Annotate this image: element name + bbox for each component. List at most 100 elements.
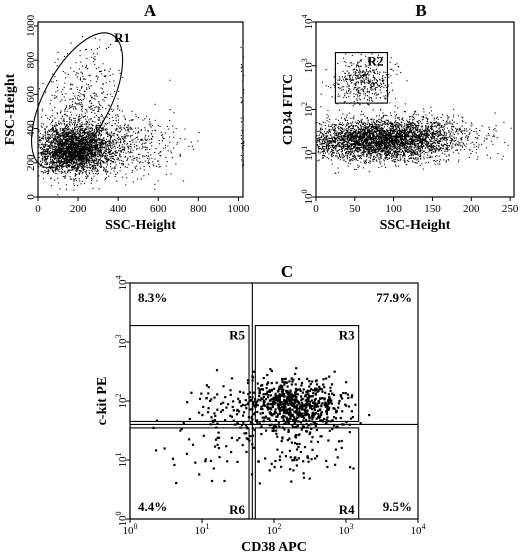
data-point xyxy=(55,170,57,172)
data-point xyxy=(240,102,242,104)
data-point xyxy=(59,100,61,102)
data-point xyxy=(346,123,348,125)
data-point xyxy=(71,169,73,171)
data-point xyxy=(71,141,73,143)
data-point xyxy=(57,182,59,184)
data-point xyxy=(104,156,106,158)
data-point xyxy=(69,178,71,180)
data-point xyxy=(71,167,73,169)
data-point xyxy=(98,142,100,144)
data-point xyxy=(47,149,49,151)
data-point xyxy=(99,71,101,73)
data-point xyxy=(240,117,242,119)
data-point xyxy=(109,150,111,152)
data-point xyxy=(128,148,130,150)
data-point xyxy=(53,97,55,99)
data-point xyxy=(110,137,112,139)
data-point xyxy=(108,70,110,72)
data-point xyxy=(117,157,119,159)
data-point xyxy=(80,128,82,130)
data-point xyxy=(49,165,51,167)
data-point xyxy=(90,133,92,135)
x-axis-label: SSC-Height xyxy=(105,218,176,233)
data-point xyxy=(64,113,66,115)
data-point xyxy=(85,161,87,163)
data-point xyxy=(66,151,68,153)
data-point xyxy=(42,154,44,156)
data-point xyxy=(394,152,396,154)
data-point xyxy=(67,129,69,131)
data-point xyxy=(96,114,98,116)
data-point xyxy=(328,148,330,150)
data-point xyxy=(137,127,139,129)
data-point xyxy=(70,119,72,121)
data-point xyxy=(57,155,59,157)
data-point xyxy=(394,122,396,124)
data-point xyxy=(48,129,50,131)
data-point xyxy=(348,151,350,153)
data-point xyxy=(330,140,332,142)
data-point xyxy=(98,152,100,154)
data-point xyxy=(75,159,77,161)
data-point xyxy=(72,147,74,149)
data-point xyxy=(62,166,64,168)
data-point xyxy=(398,159,400,161)
data-point xyxy=(65,158,67,160)
data-point xyxy=(53,139,55,141)
data-point xyxy=(56,131,58,133)
data-point xyxy=(126,126,128,128)
data-point xyxy=(140,178,142,180)
data-point xyxy=(50,156,52,158)
data-point xyxy=(363,153,365,155)
data-point xyxy=(52,130,54,132)
data-point xyxy=(85,124,87,126)
data-point xyxy=(54,137,56,139)
data-point xyxy=(81,149,83,151)
data-point xyxy=(84,151,86,153)
data-point xyxy=(42,148,44,150)
data-point xyxy=(49,134,51,136)
data-point xyxy=(55,150,57,152)
data-point xyxy=(101,143,103,145)
data-point xyxy=(58,143,60,145)
data-point xyxy=(57,142,59,144)
data-point xyxy=(53,138,55,140)
data-point xyxy=(63,137,65,139)
data-point xyxy=(51,134,53,136)
data-point xyxy=(104,76,106,78)
data-point xyxy=(52,145,54,147)
data-point xyxy=(90,108,92,110)
data-point xyxy=(98,159,100,161)
data-point xyxy=(179,138,181,140)
data-point xyxy=(125,152,127,154)
data-point xyxy=(62,168,64,170)
data-point xyxy=(60,137,62,139)
data-point xyxy=(70,143,72,145)
data-point xyxy=(358,130,360,132)
data-point xyxy=(94,152,96,154)
data-point xyxy=(398,140,400,142)
data-point xyxy=(79,129,81,131)
data-point xyxy=(98,156,100,158)
data-point xyxy=(58,146,60,148)
data-point xyxy=(68,132,70,134)
data-point xyxy=(83,151,85,153)
data-point xyxy=(73,152,75,154)
data-point xyxy=(74,166,76,168)
data-point xyxy=(61,133,63,135)
data-point xyxy=(137,178,139,180)
data-point xyxy=(129,119,131,121)
data-point xyxy=(51,140,53,142)
data-point xyxy=(97,106,99,108)
data-point xyxy=(362,125,364,127)
data-point xyxy=(78,136,80,138)
data-point xyxy=(64,157,66,159)
data-point xyxy=(95,106,97,108)
data-point xyxy=(69,116,71,118)
data-point xyxy=(73,149,75,151)
data-point xyxy=(411,131,413,133)
data-point xyxy=(411,123,413,125)
data-point xyxy=(45,153,47,155)
data-point xyxy=(142,162,144,164)
data-point xyxy=(83,165,85,167)
